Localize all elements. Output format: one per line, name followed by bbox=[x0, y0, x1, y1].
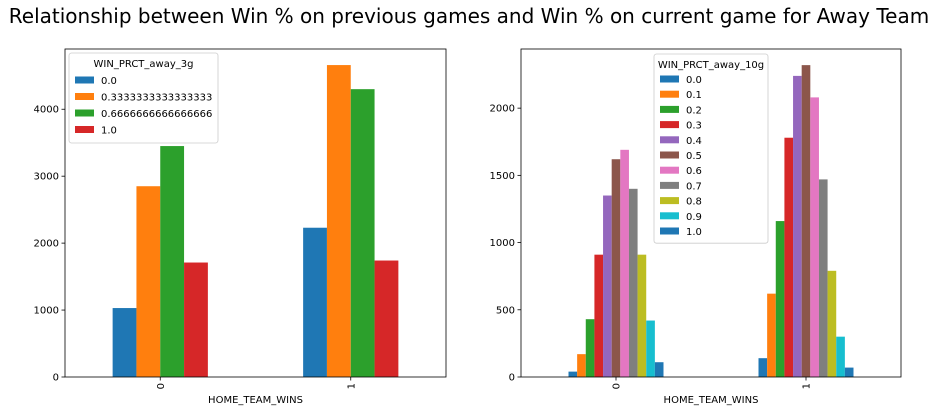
y-tick-label: 3000 bbox=[34, 172, 59, 183]
y-tick-label: 1000 bbox=[490, 238, 515, 249]
axes-frame bbox=[520, 48, 902, 378]
legend-entry: 0.6 bbox=[686, 166, 702, 177]
bar-1.0-cat-0 bbox=[654, 362, 664, 377]
bar-1.0-cat-0 bbox=[184, 262, 208, 377]
legend-entry: 0.7 bbox=[686, 181, 702, 192]
legend-swatch bbox=[660, 90, 679, 98]
figure-title: Relationship between Win % on previous g… bbox=[8, 4, 930, 28]
chart-panel-2: 0 500 1000 1500 2000 0 1 HOME_TEAM_WINS WIN_PRCT… bbox=[490, 48, 902, 406]
bar-0.0-cat-0 bbox=[568, 371, 578, 377]
legend-entry: 0.5 bbox=[686, 151, 702, 162]
legend-swatch bbox=[75, 126, 94, 133]
x-axis-label: HOME_TEAM_WINS bbox=[664, 395, 759, 406]
y-tick-label: 1500 bbox=[490, 171, 515, 182]
legend-entry: 0.8 bbox=[686, 197, 702, 208]
legend-entry: 0.0 bbox=[686, 75, 702, 86]
bar-1.0-cat-1 bbox=[374, 260, 399, 377]
bar-0.7-cat-0 bbox=[628, 188, 638, 377]
legend-entry: 0.3333333333333333 bbox=[101, 93, 212, 104]
legend-swatch bbox=[660, 121, 679, 129]
bar-0.8-cat-0 bbox=[637, 254, 647, 377]
bar-0.4-cat-0 bbox=[603, 195, 612, 377]
y-tick-label: 0 bbox=[53, 373, 59, 384]
x-tick-label: 0 bbox=[612, 383, 623, 389]
legend-swatch bbox=[75, 93, 94, 100]
legend-entry: 1.0 bbox=[686, 227, 702, 238]
legend-entry: 1.0 bbox=[101, 126, 117, 137]
bar-0.4-cat-1 bbox=[793, 75, 802, 377]
bar-0.3-cat-0 bbox=[594, 254, 604, 377]
legend-swatch bbox=[660, 136, 679, 144]
legend-entry: 0.1 bbox=[686, 90, 702, 101]
legend-title: WIN_PRCT_away_3g bbox=[94, 59, 194, 70]
y-tick-label: 4000 bbox=[34, 105, 59, 116]
legend-entry: 0.3 bbox=[686, 121, 702, 132]
legend-swatch bbox=[660, 151, 679, 159]
bar-0.6666666666666666-cat-1 bbox=[350, 89, 375, 377]
bar-0.0-cat-1 bbox=[303, 227, 327, 377]
legend-swatch bbox=[660, 227, 679, 235]
bar-0.5-cat-0 bbox=[611, 159, 621, 377]
legend-title: WIN_PRCT_away_10g bbox=[658, 60, 764, 71]
bar-0.6666666666666666-cat-0 bbox=[160, 146, 185, 377]
y-tick-label: 500 bbox=[496, 305, 515, 316]
y-tick-label: 1000 bbox=[34, 306, 59, 317]
legend-swatch bbox=[660, 75, 679, 83]
bar-0.3-cat-1 bbox=[784, 137, 794, 377]
legend-swatch bbox=[660, 166, 679, 174]
legend-swatch bbox=[660, 105, 679, 113]
axes-frame bbox=[64, 48, 447, 378]
bar-0.1-cat-0 bbox=[577, 354, 586, 377]
bar-0.7-cat-1 bbox=[818, 179, 828, 377]
bar-0.3333333333333333-cat-0 bbox=[136, 186, 161, 377]
legend-box bbox=[653, 53, 769, 244]
bar-0.5-cat-1 bbox=[801, 65, 811, 377]
legend-swatch bbox=[660, 212, 679, 220]
legend-swatch bbox=[75, 76, 94, 84]
y-tick-label: 2000 bbox=[34, 239, 59, 250]
legend: WIN_PRCT_away_10g 0.0 0.1 0.2 0.3 0.4 0.5 0.6 0.… bbox=[653, 53, 769, 244]
bar-0.6-cat-1 bbox=[810, 97, 819, 377]
bar-0.3333333333333333-cat-1 bbox=[326, 65, 351, 377]
bar-0.2-cat-0 bbox=[585, 319, 595, 377]
x-tick-label: 1 bbox=[802, 383, 813, 389]
x-tick-label: 0 bbox=[156, 383, 167, 389]
legend-swatch bbox=[660, 181, 679, 189]
bar-0.6-cat-0 bbox=[620, 149, 629, 377]
bar-0.1-cat-1 bbox=[767, 293, 776, 377]
y-tick-label: 0 bbox=[509, 373, 515, 384]
legend-entry: 0.4 bbox=[686, 136, 702, 147]
chart-panel-1: 0 1000 2000 3000 4000 0 1 HOME_TEAM_WINS WIN_PRC… bbox=[34, 48, 447, 406]
legend-entry: 0.2 bbox=[686, 105, 702, 116]
legend-swatch bbox=[660, 197, 679, 205]
legend-entry: 0.6666666666666666 bbox=[101, 109, 212, 120]
bar-0.8-cat-1 bbox=[827, 270, 837, 377]
x-tick-label: 1 bbox=[346, 383, 357, 389]
legend-entry: 0.0 bbox=[101, 76, 117, 87]
legend: WIN_PRCT_away_3g 0.0 0.3333333333333333 0.6… bbox=[68, 52, 219, 144]
bar-0.2-cat-1 bbox=[775, 221, 785, 377]
legend-box bbox=[68, 52, 219, 144]
bar-0.9-cat-0 bbox=[646, 320, 655, 377]
bar-0.9-cat-1 bbox=[836, 336, 845, 377]
bar-0.0-cat-0 bbox=[112, 308, 137, 377]
bar-1.0-cat-1 bbox=[844, 367, 854, 377]
legend-swatch bbox=[75, 109, 94, 117]
bar-0.0-cat-1 bbox=[758, 358, 768, 377]
y-tick-label: 2000 bbox=[490, 104, 515, 115]
x-axis-label: HOME_TEAM_WINS bbox=[208, 395, 303, 406]
legend-entry: 0.9 bbox=[686, 212, 702, 223]
